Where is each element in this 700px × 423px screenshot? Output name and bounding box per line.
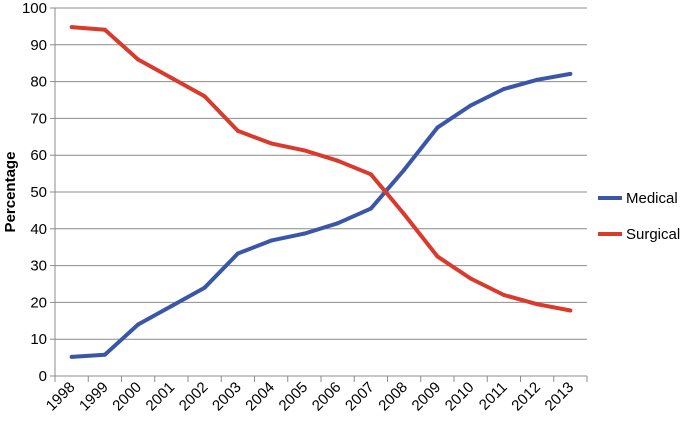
- data-point-surgical: [335, 158, 340, 163]
- x-tick-label: 2013: [542, 379, 578, 415]
- data-point-medical: [368, 206, 373, 211]
- data-point-medical: [269, 238, 274, 243]
- y-tick-label: 60: [30, 147, 47, 164]
- data-point-medical: [69, 354, 74, 359]
- data-point-medical: [202, 285, 207, 290]
- y-tick-label: 50: [30, 184, 47, 201]
- data-point-medical: [568, 71, 573, 76]
- data-point-medical: [235, 251, 240, 256]
- y-tick-label: 30: [30, 258, 47, 275]
- data-point-medical: [335, 221, 340, 226]
- y-tick-label: 90: [30, 37, 47, 54]
- series-line-surgical: [71, 25, 571, 313]
- y-tick-label: 20: [30, 294, 47, 311]
- data-point-medical: [136, 322, 141, 327]
- y-tick-label: 40: [30, 221, 47, 238]
- data-point-medical: [435, 125, 440, 130]
- x-tick-label: 2010: [442, 379, 478, 415]
- legend-label-surgical: Surgical: [626, 226, 680, 243]
- data-point-medical: [535, 77, 540, 82]
- data-point-medical: [402, 167, 407, 172]
- y-tick-label: 0: [39, 368, 47, 385]
- x-tick-label: 1998: [43, 379, 79, 415]
- data-point-surgical: [368, 172, 373, 177]
- data-point-medical: [468, 103, 473, 108]
- x-tick-label: 2001: [143, 379, 179, 415]
- y-axis-label: Percentage: [2, 152, 19, 233]
- data-point-surgical: [568, 308, 573, 313]
- x-tick-label: 1999: [76, 379, 112, 415]
- x-tick-label: 2008: [375, 379, 411, 415]
- data-point-medical: [169, 304, 174, 309]
- data-point-surgical: [69, 25, 74, 30]
- data-point-surgical: [435, 254, 440, 259]
- data-point-medical: [501, 86, 506, 91]
- legend-label-medical: Medical: [626, 190, 678, 207]
- y-tick-label: 80: [30, 74, 47, 91]
- data-point-medical: [302, 231, 307, 236]
- data-point-surgical: [402, 212, 407, 217]
- y-tick-label: 10: [30, 331, 47, 348]
- x-tick-label: 2004: [242, 379, 278, 415]
- data-point-surgical: [269, 141, 274, 146]
- y-tick-label: 70: [30, 110, 47, 127]
- x-tick-label: 2011: [476, 379, 511, 414]
- series-line-medical: [71, 71, 571, 359]
- data-point-surgical: [535, 302, 540, 307]
- x-tick-label: 2012: [508, 379, 544, 415]
- x-tick-label: 2005: [276, 379, 312, 415]
- x-tick-label: 2003: [209, 379, 245, 415]
- x-tick-label: 2007: [342, 379, 378, 415]
- data-point-surgical: [102, 27, 107, 32]
- data-point-medical: [102, 352, 107, 357]
- y-tick-label: 100: [22, 0, 47, 17]
- data-point-surgical: [302, 148, 307, 153]
- x-tick-label: 2000: [109, 379, 145, 415]
- x-tick-label: 2009: [409, 379, 445, 415]
- data-point-surgical: [235, 128, 240, 133]
- series-lines: [69, 25, 573, 359]
- legend: Medical Surgical: [598, 190, 680, 243]
- data-point-surgical: [136, 57, 141, 62]
- data-point-surgical: [169, 75, 174, 80]
- x-tick-label: 2006: [309, 379, 345, 415]
- x-tick-label: 2002: [176, 379, 212, 415]
- data-point-surgical: [501, 293, 506, 298]
- data-point-surgical: [202, 94, 207, 99]
- data-point-surgical: [468, 276, 473, 281]
